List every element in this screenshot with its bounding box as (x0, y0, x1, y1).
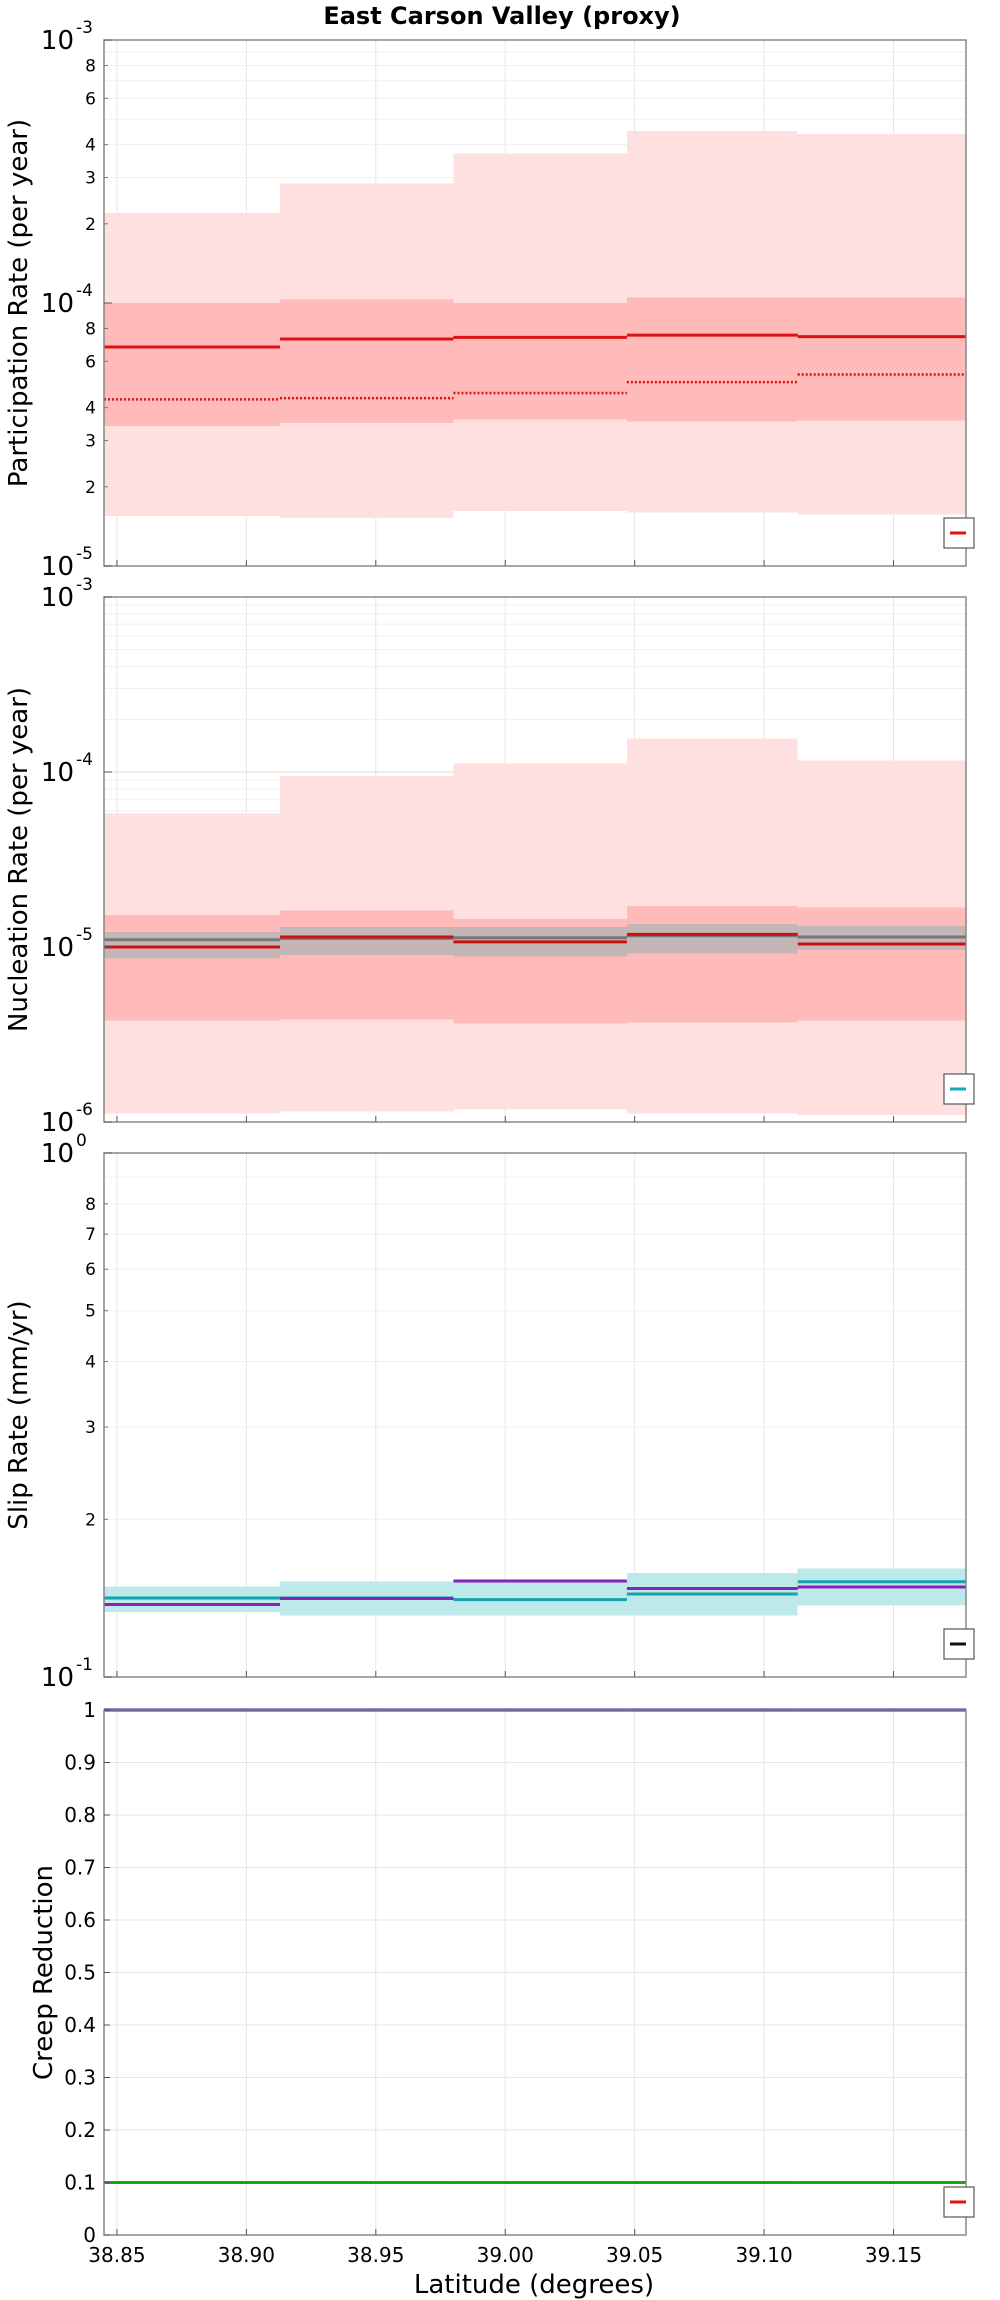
y-minor-tick-label: 2 (85, 1510, 96, 1530)
x-tick-label: 38.95 (347, 2243, 404, 2267)
y-tick-label: 0.5 (64, 1961, 96, 1985)
plot-frame (103, 596, 967, 1123)
tick-base: 10 (41, 758, 74, 788)
y-minor-tick-label: 6 (85, 352, 96, 372)
tick-base: 10 (41, 1108, 74, 1138)
y-tick-exponent: -6 (76, 1100, 93, 1120)
y-minor-tick-label: 5 (85, 1302, 96, 1322)
tick-base: 10 (41, 26, 74, 56)
y-minor-tick-label: 2 (85, 478, 96, 498)
band-segment (280, 927, 454, 956)
y-tick-exponent: -5 (76, 544, 93, 564)
y-minor-tick-label: 8 (85, 56, 96, 76)
y-tick-label: 10 (41, 758, 74, 788)
x-tick-label: 38.90 (218, 2243, 275, 2267)
x-tick-label: 38.85 (88, 2243, 145, 2267)
y-tick-label: 0.9 (64, 1751, 96, 1775)
legend-box (943, 1628, 975, 1660)
band-segment (797, 907, 966, 1021)
x-tick-label: 39.10 (735, 2243, 792, 2267)
y-tick-label: 0.7 (64, 1856, 96, 1880)
y-minor-tick-label: 2 (85, 215, 96, 235)
y-tick-label: 10 (41, 933, 74, 963)
x-tick-label: 39.15 (865, 2243, 922, 2267)
y-tick-label: 10 (41, 289, 74, 319)
y-tick-label: 10 (41, 1139, 74, 1169)
y-minor-tick-label: 6 (85, 89, 96, 109)
y-tick-label: 10 (41, 1108, 74, 1138)
band-segment (626, 905, 798, 1023)
y-minor-tick-label: 7 (85, 1225, 96, 1245)
series-mean (104, 932, 966, 949)
y-axis-title: Creep Reduction (29, 1865, 59, 2080)
band-segment (626, 924, 798, 954)
series-median (104, 373, 966, 401)
band-segment (797, 297, 966, 421)
legend (943, 517, 975, 549)
x-tick-label: 39.00 (477, 2243, 534, 2267)
y-tick-label: 0.1 (64, 2171, 96, 2195)
band-segment (104, 915, 281, 1021)
y-axis-title: Slip Rate (mm/yr) (4, 1300, 34, 1529)
y-tick-label: 0.6 (64, 1908, 96, 1932)
y-tick-exponent: -1 (76, 1655, 93, 1675)
chart-title: East Carson Valley (proxy) (323, 2, 680, 30)
plot-frame (103, 1152, 967, 1678)
y-minor-tick-label: 4 (85, 136, 96, 156)
y-tick-label: 0.2 (64, 2118, 96, 2142)
y-tick-label: 10 (41, 552, 74, 582)
y-axis-title: Participation Rate (per year) (4, 119, 34, 487)
y-minor-tick-label: 3 (85, 432, 96, 452)
y-tick-label: 10 (41, 1663, 74, 1693)
y-tick-exponent: 0 (76, 1131, 87, 1151)
y-tick-label: 10 (41, 26, 74, 56)
y-tick-label: 0.8 (64, 1803, 96, 1827)
y-tick-label: 0 (83, 2223, 96, 2247)
legend (943, 1628, 975, 1660)
y-minor-tick-label: 6 (85, 1260, 96, 1280)
tick-base: 10 (41, 1139, 74, 1169)
y-minor-tick-label: 8 (85, 1195, 96, 1215)
y-tick-label: 1 (83, 1698, 96, 1722)
band-segment (280, 910, 454, 1020)
band-segment (280, 299, 454, 423)
y-tick-exponent: -5 (76, 925, 93, 945)
tick-base: 10 (41, 583, 74, 613)
tick-base: 10 (41, 289, 74, 319)
y-tick-label: 10 (41, 583, 74, 613)
y-minor-tick-label: 4 (85, 1353, 96, 1373)
x-axis-title: Latitude (degrees) (414, 2270, 654, 2300)
y-tick-exponent: -4 (76, 281, 93, 301)
y-tick-exponent: -3 (76, 575, 93, 595)
band-segment (453, 303, 627, 420)
band-segment (104, 931, 281, 959)
tick-base: 10 (41, 1663, 74, 1693)
y-minor-tick-label: 4 (85, 399, 96, 419)
tick-base: 10 (41, 933, 74, 963)
y-tick-label: 0.3 (64, 2066, 96, 2090)
band-segment (104, 303, 281, 427)
series-mean (104, 333, 966, 349)
y-minor-tick-label: 3 (85, 169, 96, 189)
series-solution-slip (104, 1579, 966, 1607)
y-tick-exponent: -4 (76, 750, 93, 770)
panel-creep: 0 0.1 0.2 0.3 0.4 0.5 0.6 0.7 0.8 0.9 1 Creep Reduc… (29, 1698, 975, 2247)
tick-base: 10 (41, 552, 74, 582)
y-tick-exponent: -3 (76, 18, 93, 38)
x-tick-label: 39.05 (606, 2243, 663, 2267)
band-segment (626, 297, 798, 422)
band-inner-range (104, 905, 966, 1024)
legend (943, 2186, 975, 2218)
y-minor-tick-label: 8 (85, 319, 96, 339)
y-tick-label: 0.4 (64, 2013, 96, 2037)
y-axis-title: Nucleation Rate (per year) (4, 687, 34, 1032)
y-minor-tick-label: 3 (85, 1418, 96, 1438)
legend (943, 1073, 975, 1105)
band-inner-range (104, 297, 966, 427)
